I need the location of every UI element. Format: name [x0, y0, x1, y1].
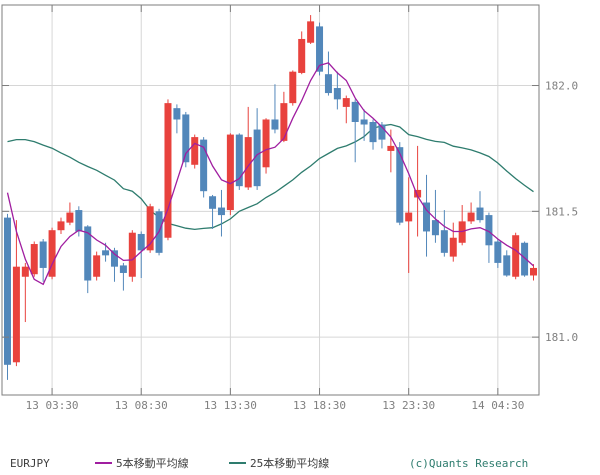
candle-body — [66, 212, 74, 223]
candle-body — [164, 103, 172, 238]
candle-body — [39, 241, 47, 268]
ma5-line-swatch — [95, 462, 112, 464]
y-axis-label: 182.0 — [545, 80, 578, 93]
candle-body — [262, 119, 270, 168]
candle-body — [4, 217, 11, 365]
candle-body — [75, 210, 83, 232]
candle-body — [253, 129, 261, 187]
candle-body — [110, 250, 118, 267]
candle-body — [173, 108, 181, 120]
candle-body — [244, 137, 252, 188]
candle-body — [360, 119, 368, 125]
candle-body — [57, 221, 65, 231]
candle-body — [128, 232, 136, 277]
candle-body — [405, 212, 413, 222]
candle-body — [137, 233, 145, 251]
candle-body — [191, 137, 199, 165]
candle-body — [369, 122, 377, 143]
legend-ma5: 5本移動平均線 — [95, 456, 189, 472]
candle-body — [521, 242, 529, 276]
candle-body — [30, 244, 38, 275]
candle-body — [226, 134, 234, 211]
candle-body — [342, 98, 350, 107]
candle-body — [217, 207, 225, 216]
y-axis-label: 181.0 — [545, 331, 578, 344]
candle-body — [200, 139, 208, 192]
candle-body — [512, 235, 520, 277]
candle-body — [423, 202, 431, 232]
candle-body — [271, 119, 279, 130]
chart-footer: EURJPY 5本移動平均線 25本移動平均線 (c)Quants Resear… — [0, 456, 600, 472]
candle-body — [378, 124, 386, 140]
ma5-line — [6, 62, 534, 286]
candle-body — [316, 26, 324, 72]
candle-body — [333, 88, 341, 100]
candle-body — [235, 134, 243, 187]
candle-body — [396, 147, 404, 223]
candle-body — [209, 196, 217, 209]
candle-body — [431, 220, 439, 236]
candle-body — [12, 266, 20, 363]
x-axis-label: 13 23:30 — [382, 399, 435, 412]
x-axis-label: 13 18:30 — [293, 399, 346, 412]
x-axis-label: 13 03:30 — [26, 399, 79, 412]
candle-body — [307, 21, 315, 43]
candle-body — [494, 241, 502, 263]
candle-body — [182, 114, 190, 163]
candle-body — [351, 101, 359, 122]
candle-body — [324, 74, 332, 94]
x-axis-label: 13 08:30 — [115, 399, 168, 412]
candle-body — [146, 206, 154, 251]
legend-ma25: 25本移動平均線 — [229, 456, 329, 472]
x-axis-label: 13 13:30 — [204, 399, 257, 412]
candle-body — [485, 215, 493, 246]
candle-body — [84, 226, 92, 281]
x-axis-label: 14 04:30 — [471, 399, 524, 412]
candle-body — [119, 265, 127, 273]
candle-body — [102, 250, 110, 256]
candle-body — [280, 103, 288, 141]
ma25-line — [7, 123, 534, 231]
plot-border — [1, 4, 540, 396]
candle-body — [530, 267, 537, 276]
candle-body — [467, 212, 475, 222]
candle-body — [289, 71, 297, 104]
ma5-label: 5本移動平均線 — [116, 457, 189, 470]
candle-body — [21, 266, 29, 277]
candle-body — [440, 230, 448, 253]
candle-body — [93, 255, 101, 277]
candle-body — [387, 145, 395, 151]
ma25-label: 25本移動平均線 — [250, 457, 330, 470]
y-axis-label: 181.5 — [545, 205, 578, 218]
candle-body — [298, 38, 306, 73]
candle-body — [414, 189, 422, 198]
symbol-label: EURJPY — [10, 457, 50, 470]
candle-body — [476, 207, 484, 221]
copyright: (c)Quants Research — [409, 457, 529, 470]
candle-body — [48, 230, 56, 277]
candle-body — [449, 237, 457, 257]
ma25-line-swatch — [229, 462, 246, 464]
candle-body — [503, 255, 511, 276]
